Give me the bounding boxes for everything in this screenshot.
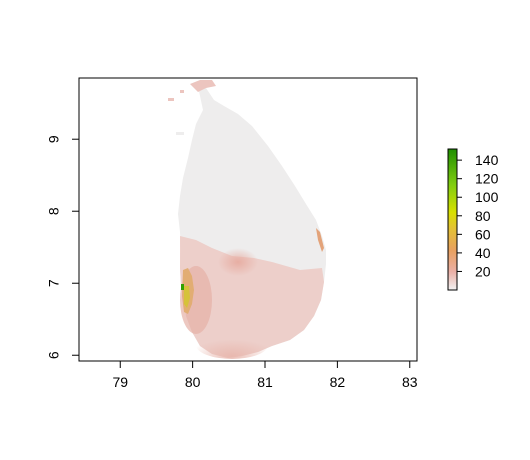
x-tick-label: 79: [112, 374, 128, 390]
legend-color-bar: [448, 149, 457, 290]
legend-tick-label: 120: [475, 171, 499, 187]
legend: 20 40 60 80 100 120 140: [448, 149, 499, 290]
islet: [180, 90, 184, 93]
x-tick-label: 80: [185, 374, 201, 390]
x-axis: 79 80 81 82 83: [112, 361, 417, 390]
legend-tick-label: 100: [475, 189, 499, 205]
legend-tick-label: 60: [475, 226, 491, 242]
green-west-coast: [181, 284, 184, 290]
x-tick-label: 83: [402, 374, 418, 390]
pink-central-hotspot: [218, 248, 258, 276]
island-map: [168, 80, 326, 359]
y-tick-label: 6: [46, 351, 62, 359]
y-tick-label: 8: [46, 207, 62, 215]
legend-ticks: 20 40 60 80 100 120 140: [457, 152, 499, 279]
x-tick-label: 82: [330, 374, 346, 390]
legend-tick-label: 40: [475, 245, 491, 261]
legend-tick-label: 20: [475, 263, 491, 279]
legend-tick-label: 80: [475, 208, 491, 224]
islet: [176, 132, 184, 135]
islet: [168, 98, 174, 101]
legend-tick-label: 140: [475, 152, 499, 168]
y-tick-label: 7: [46, 279, 62, 287]
pink-south-blush: [196, 331, 268, 359]
y-axis: 6 7 8 9: [46, 135, 79, 359]
y-tick-label: 9: [46, 135, 62, 143]
x-tick-label: 81: [257, 374, 273, 390]
